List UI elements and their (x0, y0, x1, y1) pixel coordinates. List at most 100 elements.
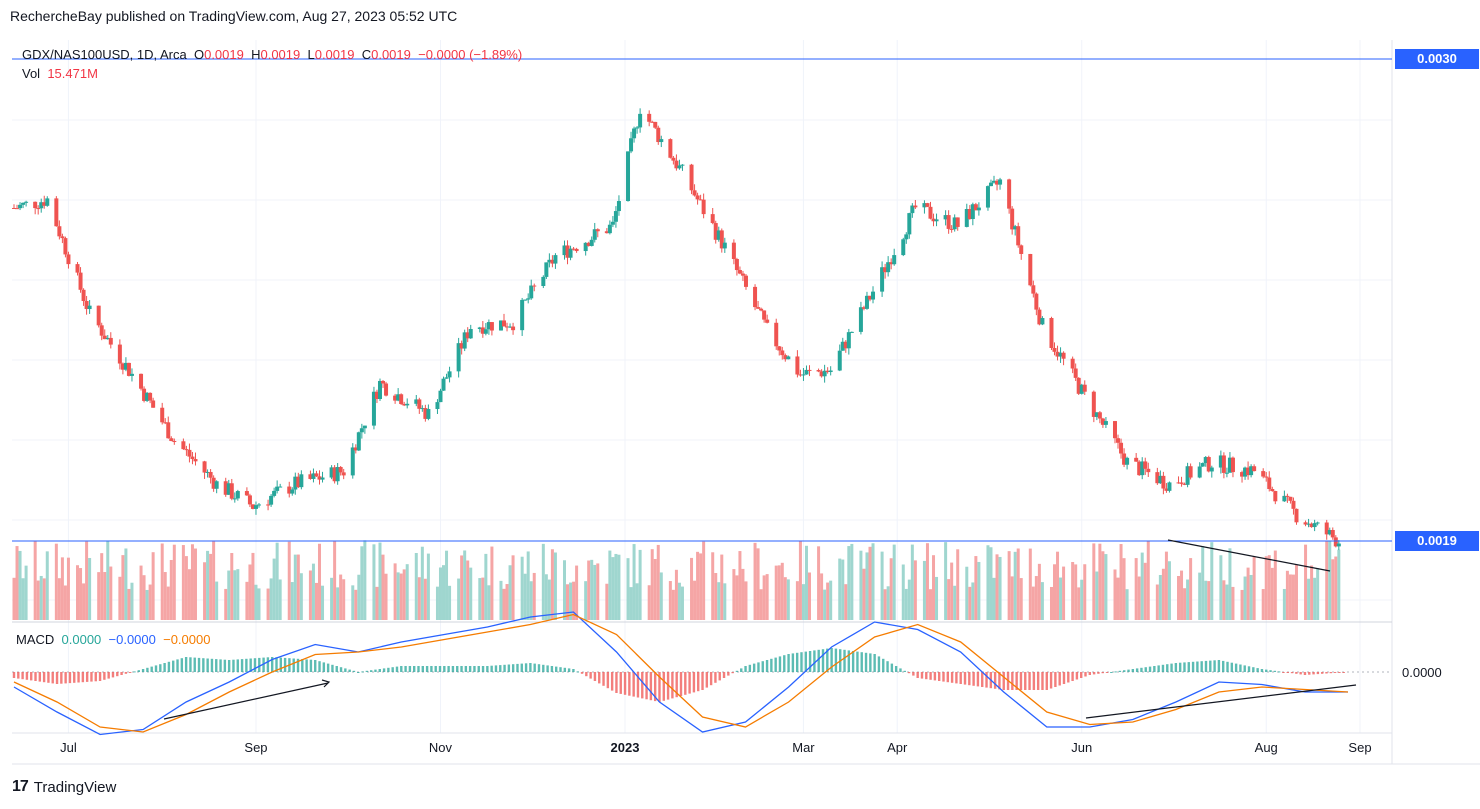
candle-body (362, 425, 367, 429)
macd-trendline-2023 (1085, 684, 1357, 719)
candle-body (374, 391, 379, 399)
candle-body (96, 305, 101, 326)
macd-hist-bar (232, 659, 235, 672)
macd-line-value: −0.0000 (108, 632, 156, 647)
volume-bar (311, 563, 315, 620)
macd-hist-bar (189, 657, 192, 672)
macd-hist-bar (864, 652, 868, 672)
volume-bar (1167, 561, 1171, 620)
volume-bar (1037, 563, 1041, 620)
candle-body (1028, 253, 1033, 286)
top-price-badge: 0.0030 (1395, 49, 1479, 69)
footer-brand[interactable]: 17 TradingView (12, 778, 116, 796)
volume-bar (720, 554, 724, 620)
macd-hist-bar (1342, 672, 1345, 673)
macd-hist-bar (249, 658, 252, 672)
macd-hist-bar (275, 657, 278, 672)
candle-body (181, 441, 186, 450)
macd-hist-bar (1282, 672, 1285, 673)
volume-bar (1155, 584, 1159, 620)
candle-body (151, 400, 156, 408)
macd-hist-bar (942, 672, 945, 682)
candle-body (169, 438, 174, 442)
macd-hist-bar (576, 671, 579, 673)
volume-bar (928, 589, 932, 620)
volume-bar (907, 579, 911, 620)
macd-hist-bar (662, 672, 665, 701)
volume-bar (523, 573, 527, 620)
macd-hist-bar (1191, 661, 1195, 672)
candle-body (214, 481, 219, 489)
volume-bar (21, 578, 25, 620)
volume-bar (499, 580, 503, 620)
candle-body (12, 207, 16, 209)
macd-hist-bar (709, 672, 713, 686)
volume-bar (1077, 587, 1081, 620)
candle-body (647, 113, 652, 122)
x-tick-label: Jun (1071, 740, 1092, 755)
candle-body (462, 332, 467, 349)
candle-body (677, 165, 682, 169)
volume-bar (414, 553, 418, 620)
macd-hist-bar (1011, 672, 1014, 690)
macd-hist-bar (1127, 669, 1130, 672)
macd-hist-bar (511, 664, 515, 672)
candle-body (571, 248, 576, 250)
macd-hist-bar (184, 657, 188, 672)
macd-hist-bar (172, 660, 175, 672)
macd-hist-bar (141, 669, 145, 672)
candle-body (695, 195, 700, 200)
candle-body (1034, 293, 1039, 310)
candle-body (18, 204, 23, 209)
macd-hist-bar (778, 656, 782, 672)
macd-hist-bar (318, 661, 321, 672)
volume-bar (130, 582, 134, 620)
macd-hist-bar (468, 666, 472, 672)
candle-body (801, 374, 806, 376)
candle-body (943, 215, 948, 220)
macd-hist-bar (357, 672, 360, 673)
macd-hist-bar (1217, 660, 1221, 672)
macd-hist-bar (740, 668, 743, 672)
volume-bar (1125, 589, 1129, 620)
macd-hist-bar (116, 672, 119, 677)
candle-body (1267, 477, 1272, 490)
volume-bar (1334, 556, 1338, 620)
candle-body (293, 476, 298, 490)
candle-body (223, 481, 228, 495)
macd-hist-bar (886, 661, 889, 672)
volume-bar (1337, 549, 1341, 620)
macd-hist-bar (920, 672, 924, 679)
candle-body (1079, 384, 1084, 394)
candle-body (1315, 522, 1320, 524)
volume-bar (1143, 562, 1147, 620)
candle-body (139, 373, 144, 389)
candle-body (371, 391, 376, 426)
volume-bar (674, 569, 678, 620)
volume-bar (608, 550, 612, 620)
volume-bar (224, 588, 228, 620)
candle-body (901, 239, 906, 256)
volume-bar (82, 583, 86, 620)
macd-hist-bar (692, 672, 696, 693)
macd-hist-bar (1028, 672, 1031, 690)
volume-bar (1270, 567, 1274, 620)
macd-hist-bar (727, 672, 730, 676)
candle-body (1167, 482, 1172, 491)
macd-hist-bar (1062, 672, 1066, 684)
volume-bar (342, 579, 346, 620)
macd-hist-bar (352, 670, 356, 672)
candle-body (1052, 347, 1057, 352)
macd-hist-bar (701, 672, 704, 690)
macd-line (13, 611, 1348, 736)
candle-body (435, 402, 440, 410)
macd-hist-bar (757, 662, 760, 672)
volume-bar (759, 589, 763, 620)
volume-bar (124, 548, 128, 620)
macd-hist-bar (826, 648, 829, 672)
macd-hist-bar (550, 666, 554, 672)
candle-body (1312, 523, 1317, 528)
macd-hist-bar (585, 672, 588, 677)
macd-hist-bar (830, 648, 833, 672)
